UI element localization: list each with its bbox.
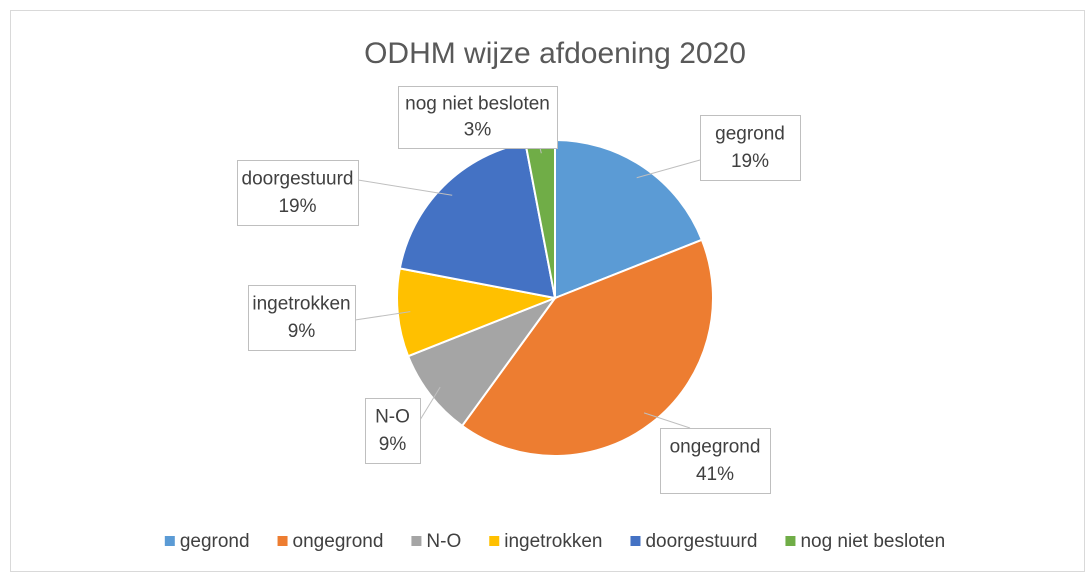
legend-item: nog niet besloten (785, 531, 945, 552)
chart-title: ODHM wijze afdoening 2020 (364, 37, 746, 70)
legend: gegrond ongegrond N-O ingetrokken doorgestuu… (164, 531, 945, 552)
legend-label: ongegrond (293, 531, 384, 552)
legend-label: nog niet besloten (800, 531, 945, 552)
leader-line (636, 159, 701, 179)
data-label-box (398, 86, 558, 149)
legend-label: doorgestuurd (645, 531, 757, 552)
data-label-box (248, 285, 356, 351)
legend-swatch (164, 536, 175, 546)
legend-item: gegrond (164, 531, 250, 552)
data-label-name: nog niet besloten (405, 94, 550, 115)
data-label-box (365, 398, 421, 464)
legend-swatch (630, 536, 641, 546)
legend-swatch (277, 536, 288, 546)
legend-item: N-O (411, 531, 461, 552)
leader-line (354, 311, 411, 321)
legend-swatch (411, 536, 422, 546)
pie-slice (396, 267, 559, 358)
data-label-name: gegrond (715, 124, 785, 145)
leader-line (419, 386, 441, 421)
leader-line (643, 412, 691, 429)
legend-label: ingetrokken (504, 531, 602, 552)
data-label-value: 19% (278, 196, 316, 217)
data-label-value: 9% (379, 434, 407, 455)
data-label-value: 19% (731, 151, 769, 172)
legend-swatch (785, 536, 796, 546)
pie-slice (554, 138, 704, 300)
legend-label: gegrond (180, 531, 250, 552)
leader-line (357, 179, 453, 196)
data-label-box (660, 428, 771, 494)
pie-slice (460, 238, 714, 457)
data-label-name: doorgestuurd (242, 169, 354, 190)
data-label-name: N-O (375, 407, 410, 428)
legend-label: N-O (426, 531, 461, 552)
data-label-value: 41% (696, 464, 734, 485)
data-label-box (700, 115, 801, 181)
legend-item: ongegrond (277, 531, 384, 552)
data-label-value: 9% (288, 321, 316, 342)
legend-swatch (489, 536, 500, 546)
data-label-value: 3% (464, 120, 492, 141)
data-label-box (237, 160, 359, 226)
data-label-name: ingetrokken (252, 294, 350, 315)
data-label-name: ongegrond (670, 437, 761, 458)
legend-item: doorgestuurd (630, 531, 757, 552)
legend-item: ingetrokken (489, 531, 602, 552)
pie-slice (406, 295, 558, 428)
